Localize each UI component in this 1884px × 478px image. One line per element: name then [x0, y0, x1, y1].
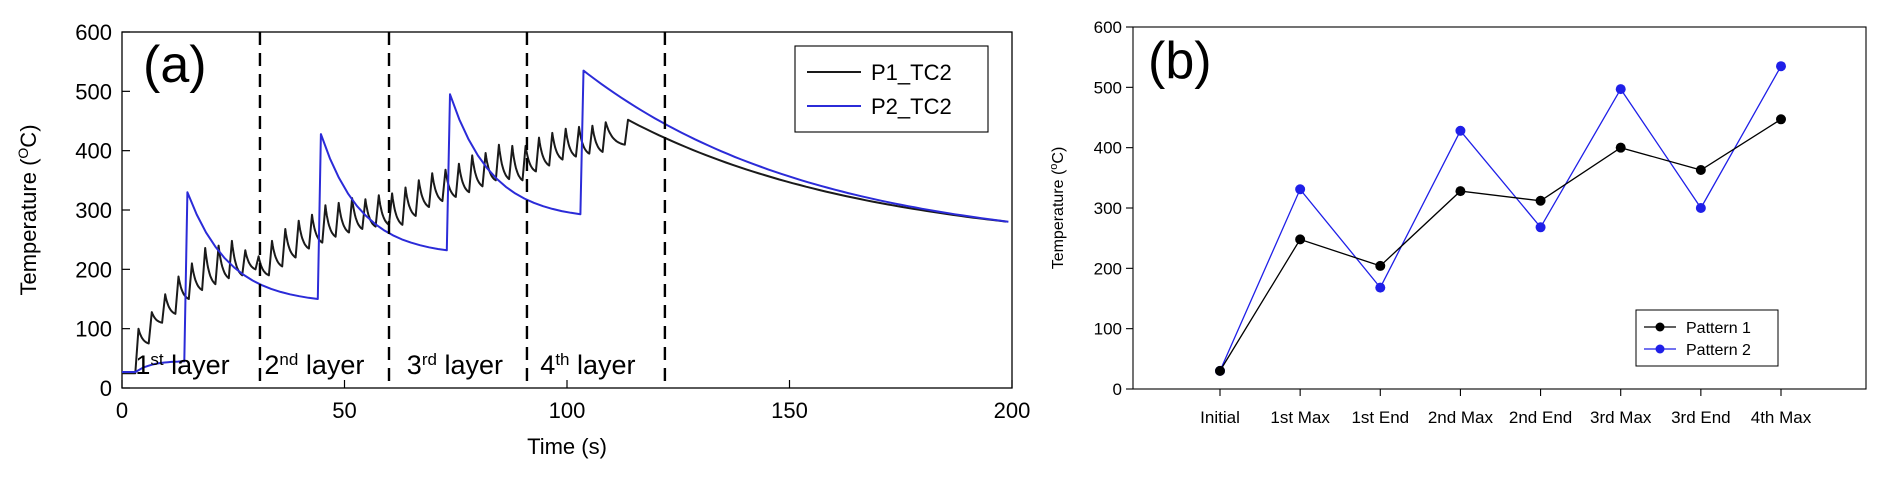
x-category-label: 4th Max [1751, 408, 1812, 427]
data-point-pattern-2 [1295, 184, 1306, 195]
legend-box [1635, 309, 1779, 367]
x-tick-label: 100 [549, 398, 586, 423]
y-axis-title: Temperature (OC) [15, 124, 41, 295]
x-category-label: 2nd End [1509, 408, 1572, 427]
data-point-pattern-1 [1215, 365, 1225, 376]
data-point-pattern-2 [1776, 61, 1786, 72]
x-category-label: 2nd Max [1428, 408, 1494, 427]
legend-marker [1655, 344, 1665, 354]
layer-label: 3rd layer [407, 350, 503, 381]
data-point-pattern-2 [1375, 282, 1386, 293]
data-point-pattern-2 [1535, 222, 1546, 233]
series-line-pattern-2 [1219, 65, 1782, 372]
data-point-pattern-2 [1695, 203, 1706, 213]
x-axis-title: Time (s) [527, 434, 607, 459]
legend-label: Pattern 1 [1686, 320, 1751, 337]
y-tick-label: 100 [75, 317, 112, 342]
data-point-pattern-1 [1695, 164, 1706, 175]
legend-label: Pattern 2 [1686, 342, 1751, 359]
panel-b-line-chart: 0 100 200 300 400 500 600 Initial 1st Max 1st End… [1048, 18, 1867, 427]
y-tick-label: 0 [1113, 380, 1122, 399]
y-tick-label: 400 [1094, 139, 1122, 158]
y-tick-label: 600 [75, 20, 112, 45]
panel-label-b: (b) [1148, 32, 1212, 90]
y-tick-label: 200 [1094, 259, 1122, 278]
layer-label: 1st layer [135, 350, 229, 381]
y-tick-label: 500 [1094, 78, 1122, 97]
data-point-pattern-1 [1615, 142, 1626, 153]
x-tick-label: 150 [771, 398, 808, 423]
data-point-pattern-2 [1615, 84, 1626, 95]
layer-label: 2nd layer [264, 350, 364, 381]
y-tick-label: 300 [75, 198, 112, 223]
x-category-label: 1st End [1351, 408, 1409, 427]
series-line-pattern-1 [1219, 118, 1782, 372]
legend-label: P2_TC2 [871, 94, 952, 119]
x-tick-label: 200 [994, 398, 1031, 423]
x-category-label: Initial [1200, 408, 1240, 427]
series-line-p2-tc2 [122, 69, 1009, 373]
x-tick-label: 0 [116, 398, 128, 423]
panel-label-a: (a) [143, 36, 207, 94]
y-tick-label: 0 [100, 376, 112, 401]
legend-marker [1655, 322, 1665, 332]
layer-label: 4th layer [540, 350, 635, 381]
data-point-pattern-1 [1375, 260, 1386, 271]
x-category-label: 3rd Max [1590, 408, 1652, 427]
x-tick-label: 50 [332, 398, 356, 423]
y-tick-label: 400 [75, 139, 112, 164]
y-tick-label: 100 [1094, 320, 1122, 339]
data-point-pattern-1 [1535, 195, 1546, 206]
y-tick-label: 600 [1094, 18, 1122, 37]
series-line-p1-tc2 [122, 118, 1007, 375]
legend-box [794, 45, 989, 133]
legend-label: P1_TC2 [871, 60, 952, 85]
data-point-pattern-1 [1295, 234, 1306, 245]
data-point-pattern-1 [1776, 114, 1786, 125]
x-category-label: 1st Max [1270, 408, 1330, 427]
data-point-pattern-2 [1455, 125, 1466, 136]
y-tick-label: 200 [75, 257, 112, 282]
y-axis-title: Temperature (oC) [1048, 147, 1067, 270]
data-point-pattern-1 [1455, 186, 1466, 197]
panel-a-line-chart: 0 100 200 300 400 500 600 0 50 100 150 200 Time (s) T… [15, 20, 1030, 459]
y-tick-label: 300 [1094, 199, 1122, 218]
y-tick-label: 500 [75, 79, 112, 104]
x-category-label: 3rd End [1671, 408, 1731, 427]
